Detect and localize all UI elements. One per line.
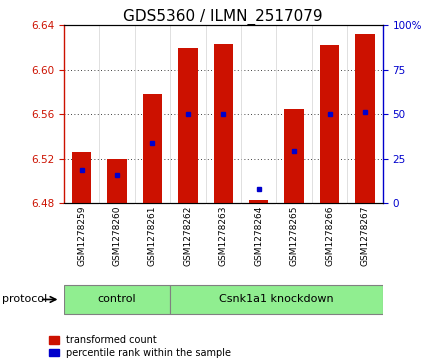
Title: GDS5360 / ILMN_2517079: GDS5360 / ILMN_2517079: [124, 9, 323, 25]
Bar: [178, 48, 198, 203]
Text: GSM1278264: GSM1278264: [254, 206, 263, 266]
Bar: [213, 44, 233, 203]
Text: GSM1278261: GSM1278261: [148, 206, 157, 266]
Bar: [284, 109, 304, 203]
Text: GSM1278262: GSM1278262: [183, 206, 192, 266]
Bar: [356, 34, 375, 203]
Bar: [72, 152, 91, 203]
Bar: [143, 94, 162, 203]
Bar: [64, 285, 170, 314]
Text: GSM1278263: GSM1278263: [219, 206, 228, 266]
Legend: transformed count, percentile rank within the sample: transformed count, percentile rank withi…: [49, 335, 231, 358]
Text: GSM1278267: GSM1278267: [360, 206, 370, 266]
Text: GSM1278266: GSM1278266: [325, 206, 334, 266]
Text: control: control: [98, 294, 136, 304]
Text: Csnk1a1 knockdown: Csnk1a1 knockdown: [219, 294, 334, 304]
Bar: [170, 285, 383, 314]
Text: GSM1278259: GSM1278259: [77, 206, 86, 266]
Text: protocol: protocol: [2, 294, 48, 305]
Text: GSM1278265: GSM1278265: [290, 206, 299, 266]
Text: GSM1278260: GSM1278260: [113, 206, 121, 266]
Bar: [320, 45, 339, 203]
Bar: [107, 159, 127, 203]
Bar: [249, 200, 268, 203]
